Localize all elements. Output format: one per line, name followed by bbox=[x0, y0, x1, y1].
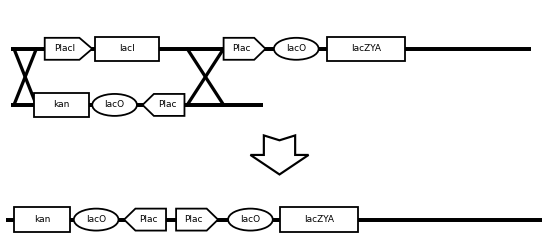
Text: PlacI: PlacI bbox=[54, 44, 75, 53]
Text: lacO: lacO bbox=[286, 44, 306, 53]
Polygon shape bbox=[250, 135, 309, 174]
Text: Plac: Plac bbox=[139, 215, 158, 224]
Polygon shape bbox=[143, 94, 184, 116]
FancyBboxPatch shape bbox=[34, 93, 89, 117]
Ellipse shape bbox=[74, 209, 119, 231]
Text: lacO: lacO bbox=[105, 101, 125, 109]
Text: kan: kan bbox=[53, 101, 70, 109]
Text: lacZYA: lacZYA bbox=[351, 44, 381, 53]
FancyBboxPatch shape bbox=[280, 207, 358, 232]
Polygon shape bbox=[45, 38, 92, 60]
Text: Plac: Plac bbox=[232, 44, 250, 53]
Polygon shape bbox=[124, 209, 166, 231]
Text: kan: kan bbox=[34, 215, 50, 224]
Ellipse shape bbox=[92, 94, 137, 116]
Polygon shape bbox=[224, 38, 266, 60]
Text: Plac: Plac bbox=[158, 101, 176, 109]
FancyBboxPatch shape bbox=[327, 37, 405, 61]
FancyBboxPatch shape bbox=[14, 207, 70, 232]
FancyBboxPatch shape bbox=[95, 37, 159, 61]
Ellipse shape bbox=[228, 209, 273, 231]
Polygon shape bbox=[176, 209, 218, 231]
Ellipse shape bbox=[274, 38, 319, 60]
Text: Plac: Plac bbox=[184, 215, 203, 224]
Text: lacI: lacI bbox=[119, 44, 135, 53]
Text: lacO: lacO bbox=[240, 215, 260, 224]
Text: lacZYA: lacZYA bbox=[304, 215, 334, 224]
Text: lacO: lacO bbox=[86, 215, 106, 224]
